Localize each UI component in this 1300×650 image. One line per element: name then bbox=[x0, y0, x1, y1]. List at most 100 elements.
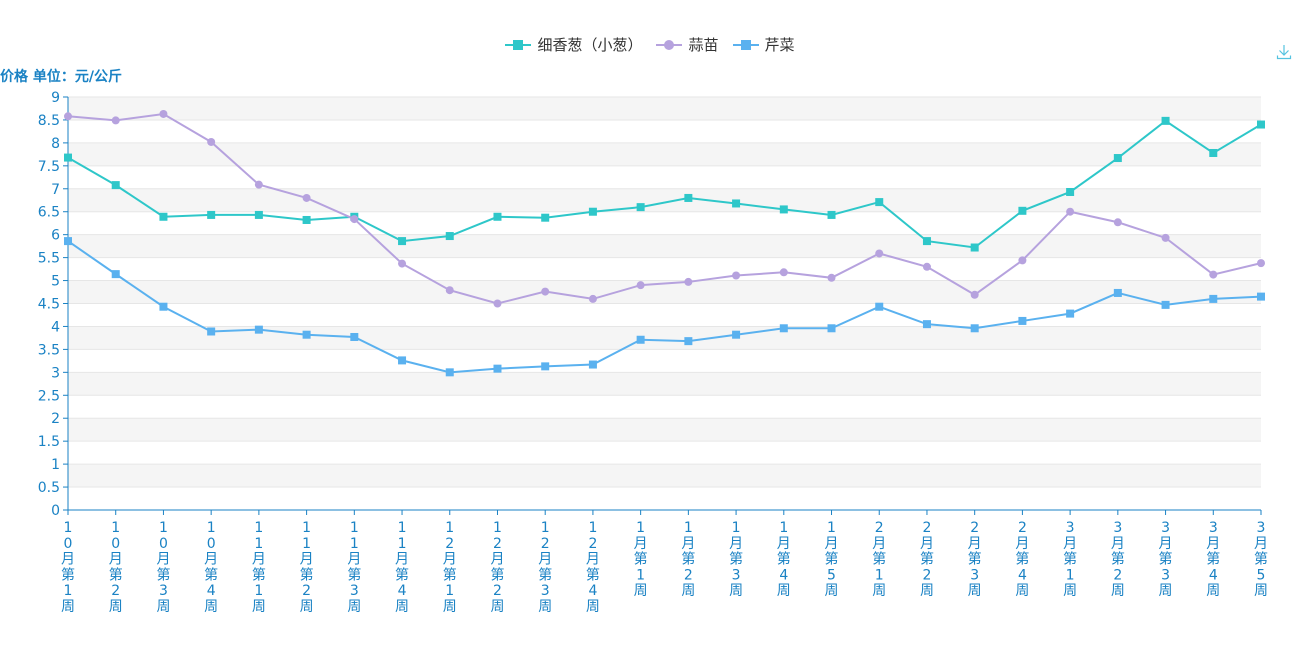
data-point bbox=[445, 232, 454, 241]
data-point bbox=[1113, 154, 1122, 163]
data-point bbox=[254, 325, 263, 334]
download-icon[interactable] bbox=[1276, 44, 1292, 60]
x-tick-label: 1 0 月第 3 周 bbox=[156, 520, 170, 615]
y-tick-label: 6 bbox=[51, 228, 60, 244]
x-tick-label: 1 2 月第 1 周 bbox=[443, 520, 457, 615]
y-tick-label: 2.5 bbox=[38, 388, 60, 404]
legend-label: 芹菜 bbox=[764, 36, 795, 54]
grid-band bbox=[68, 234, 1261, 258]
data-point bbox=[111, 116, 120, 125]
x-tick-label: 1 月第 1 周 bbox=[634, 520, 648, 599]
grid-band bbox=[68, 97, 1261, 120]
legend-item[interactable]: 细香葱（小葱） bbox=[505, 34, 642, 55]
data-point bbox=[254, 180, 263, 189]
data-point bbox=[1018, 206, 1027, 215]
data-point bbox=[1018, 256, 1027, 265]
data-point bbox=[398, 356, 407, 365]
data-point bbox=[1066, 207, 1075, 216]
x-tick-label: 3 月第 5 周 bbox=[1254, 520, 1268, 599]
y-tick-label: 3 bbox=[51, 365, 60, 381]
legend-item[interactable]: 蒜苗 bbox=[656, 34, 719, 55]
x-tick-label: 1 1 月第 4 周 bbox=[395, 520, 409, 615]
x-tick-label: 3 月第 4 周 bbox=[1206, 520, 1220, 599]
y-tick-label: 1 bbox=[51, 457, 60, 473]
grid-band bbox=[68, 142, 1261, 166]
data-point bbox=[684, 337, 693, 346]
data-point bbox=[970, 324, 979, 333]
legend-swatch bbox=[656, 39, 683, 50]
data-point bbox=[684, 277, 693, 286]
x-tick-label: 1 月第 3 周 bbox=[729, 520, 743, 599]
data-point bbox=[207, 327, 216, 336]
y-axis-unit-label: 价格 单位：元/公斤 bbox=[0, 69, 122, 85]
legend-label: 蒜苗 bbox=[688, 36, 719, 54]
data-point bbox=[445, 368, 454, 377]
data-point bbox=[922, 320, 931, 329]
data-point bbox=[827, 324, 836, 333]
data-point bbox=[636, 281, 645, 290]
x-tick-label: 1 2 月第 3 周 bbox=[538, 520, 552, 615]
data-point bbox=[1066, 187, 1075, 196]
data-point bbox=[207, 137, 216, 146]
data-point bbox=[1113, 218, 1122, 227]
x-tick-label: 1 1 月第 2 周 bbox=[300, 520, 314, 615]
data-point bbox=[159, 109, 168, 118]
data-point bbox=[779, 205, 788, 214]
data-point bbox=[64, 153, 72, 162]
data-point bbox=[398, 237, 407, 246]
data-point bbox=[302, 215, 311, 224]
x-tick-label: 1 月第 4 周 bbox=[777, 520, 791, 599]
data-point bbox=[541, 287, 550, 296]
data-point bbox=[1113, 288, 1122, 297]
data-point bbox=[1161, 116, 1170, 125]
x-tick-label: 3 月第 1 周 bbox=[1063, 520, 1077, 599]
x-tick-label: 3 月第 3 周 bbox=[1159, 520, 1173, 599]
x-tick-label: 2 月第 3 周 bbox=[968, 520, 982, 599]
x-tick-label: 1 1 月第 3 周 bbox=[347, 520, 361, 615]
data-point bbox=[254, 210, 263, 219]
data-point bbox=[875, 198, 884, 207]
data-point bbox=[1161, 233, 1170, 242]
data-point bbox=[1066, 309, 1075, 318]
x-tick-label: 1 2 月第 4 周 bbox=[586, 520, 600, 615]
y-tick-label: 7.5 bbox=[38, 159, 60, 175]
x-tick-label: 1 0 月第 2 周 bbox=[109, 520, 123, 615]
y-tick-label: 2 bbox=[51, 411, 60, 427]
data-point bbox=[636, 335, 645, 344]
data-point bbox=[350, 215, 359, 224]
data-point bbox=[588, 360, 597, 369]
grid-band bbox=[68, 280, 1261, 304]
data-point bbox=[636, 203, 645, 212]
x-tick-label: 2 月第 2 周 bbox=[920, 520, 934, 599]
y-tick-label: 8 bbox=[51, 136, 60, 152]
data-point bbox=[970, 290, 979, 299]
data-point bbox=[875, 249, 884, 258]
data-point bbox=[493, 364, 502, 373]
legend-swatch bbox=[732, 39, 759, 50]
y-tick-label: 4 bbox=[51, 319, 60, 335]
grid-band bbox=[68, 372, 1261, 396]
data-point bbox=[732, 330, 741, 339]
data-point bbox=[1257, 259, 1265, 268]
y-tick-label: 5.5 bbox=[38, 251, 60, 267]
data-point bbox=[1209, 270, 1218, 279]
series-line bbox=[67, 240, 1262, 374]
y-tick-label: 1.5 bbox=[38, 434, 60, 450]
data-point bbox=[493, 299, 502, 308]
legend: 细香葱（小葱） 蒜苗 芹菜 bbox=[0, 34, 1300, 55]
data-point bbox=[541, 213, 550, 222]
data-point bbox=[111, 270, 120, 279]
data-point bbox=[588, 294, 597, 303]
data-point bbox=[541, 362, 550, 371]
legend-item[interactable]: 芹菜 bbox=[732, 34, 795, 55]
data-point bbox=[1018, 316, 1027, 325]
data-point bbox=[875, 302, 884, 311]
grid-band bbox=[68, 464, 1261, 488]
x-tick-label: 2 月第 1 周 bbox=[872, 520, 886, 599]
legend-label: 细香葱（小葱） bbox=[537, 36, 643, 54]
data-point bbox=[732, 199, 741, 208]
x-tick-label: 1 月第 2 周 bbox=[681, 520, 695, 599]
x-tick-label: 1 1 月第 1 周 bbox=[252, 520, 266, 615]
y-tick-label: 4.5 bbox=[38, 297, 60, 313]
